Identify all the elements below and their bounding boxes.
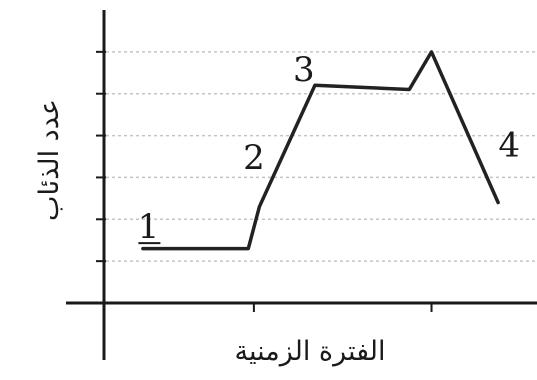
series-population <box>141 50 500 251</box>
y-axis-title: عدد الذئاب <box>34 99 65 221</box>
grid-lines <box>106 51 537 262</box>
stage-annotations: 1 2 3 4 <box>138 50 520 247</box>
axis-ticks <box>96 50 433 312</box>
annotation-label: 2 <box>243 138 265 178</box>
series-line <box>141 50 500 251</box>
annotation-label: 3 <box>293 50 315 90</box>
annotation-label: 1 <box>138 207 160 247</box>
x-axis-title: الفترة الزمنية <box>234 336 385 367</box>
annotation-label: 4 <box>498 126 520 166</box>
